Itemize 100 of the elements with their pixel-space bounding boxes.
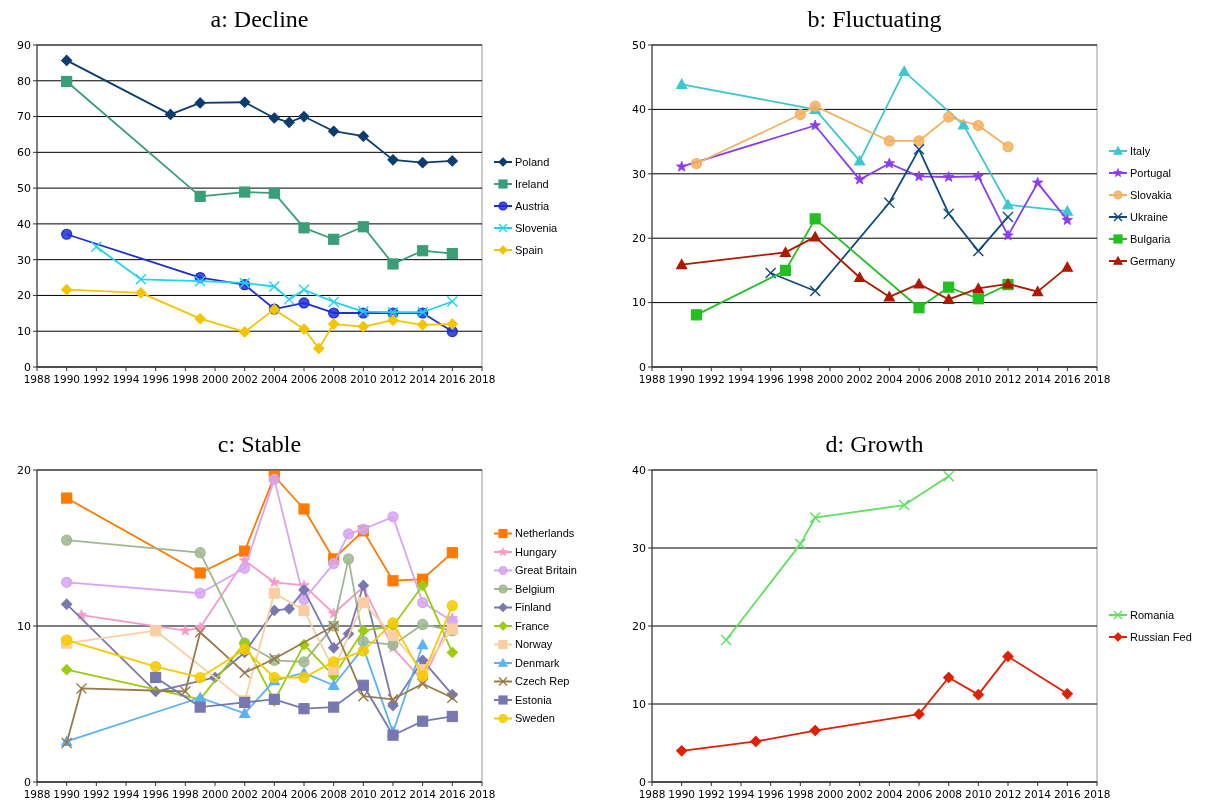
legend-label: Ukraine bbox=[1130, 210, 1168, 223]
y-tick-label: 10 bbox=[17, 619, 31, 633]
x-tick-label: 2018 bbox=[468, 788, 496, 800]
legend-label: Denmark bbox=[515, 656, 561, 669]
x-tick-label: 1990 bbox=[668, 788, 696, 800]
y-tick-label: 50 bbox=[17, 181, 31, 195]
x-tick-label: 2018 bbox=[1083, 788, 1111, 800]
y-tick-label: 30 bbox=[632, 167, 646, 181]
y-tick-label: 60 bbox=[17, 146, 31, 160]
legend-label: Estonia bbox=[515, 693, 553, 706]
legend-label: Austria bbox=[515, 199, 551, 212]
x-tick-label: 2000 bbox=[201, 788, 229, 800]
x-tick-label: 1994 bbox=[727, 788, 755, 800]
legend-label: Poland bbox=[515, 155, 550, 168]
x-tick-label: 1992 bbox=[82, 373, 110, 385]
legend-label: France bbox=[515, 619, 550, 632]
x-tick-label: 1988 bbox=[638, 373, 666, 385]
y-tick-label: 40 bbox=[632, 103, 646, 117]
y-tick-label: 50 bbox=[632, 38, 646, 52]
chart-title: a: Decline bbox=[210, 6, 309, 32]
y-tick-label: 40 bbox=[632, 463, 646, 477]
x-tick-label: 2002 bbox=[231, 788, 259, 800]
x-tick-label: 2008 bbox=[935, 373, 963, 385]
x-tick-label: 2004 bbox=[260, 373, 289, 385]
x-tick-label: 2008 bbox=[935, 788, 963, 800]
x-tick-label: 2010 bbox=[349, 788, 377, 800]
y-tick-label: 20 bbox=[632, 619, 646, 633]
y-tick-label: 20 bbox=[632, 232, 646, 246]
y-tick-label: 10 bbox=[632, 296, 646, 310]
x-tick-label: 2010 bbox=[964, 788, 992, 800]
legend-label: Finland bbox=[515, 601, 552, 614]
x-tick-label: 2016 bbox=[438, 373, 467, 385]
legend-label: Norway bbox=[515, 638, 553, 651]
y-tick-label: 80 bbox=[17, 74, 31, 88]
x-tick-label: 2000 bbox=[816, 788, 844, 800]
legend-label: Belgium bbox=[515, 582, 555, 595]
x-tick-label: 1988 bbox=[23, 373, 51, 385]
x-tick-label: 2006 bbox=[905, 788, 933, 800]
x-tick-label: 1990 bbox=[668, 373, 696, 385]
chart-title: c: Stable bbox=[217, 431, 302, 457]
x-tick-label: 2002 bbox=[846, 788, 874, 800]
x-tick-label: 2016 bbox=[1053, 788, 1082, 800]
x-tick-label: 1990 bbox=[53, 788, 81, 800]
legend-label: Bulgaria bbox=[1130, 232, 1172, 245]
chart-title: b: Fluctuating bbox=[807, 6, 942, 32]
x-tick-label: 2002 bbox=[846, 373, 874, 385]
x-tick-label: 1992 bbox=[697, 373, 725, 385]
y-tick-label: 10 bbox=[17, 325, 31, 339]
chart-title: d: Growth bbox=[825, 431, 924, 457]
y-tick-label: 0 bbox=[24, 360, 31, 374]
x-tick-label: 1988 bbox=[638, 788, 666, 800]
x-tick-label: 2016 bbox=[438, 788, 467, 800]
x-tick-label: 1994 bbox=[112, 373, 140, 385]
legend-label: Portugal bbox=[1130, 166, 1171, 179]
x-tick-label: 1994 bbox=[727, 373, 755, 385]
x-tick-label: 2016 bbox=[1053, 373, 1082, 385]
legend-label: Hungary bbox=[515, 545, 558, 558]
x-tick-label: 1992 bbox=[82, 788, 110, 800]
x-tick-label: 2018 bbox=[468, 373, 496, 385]
x-tick-label: 2008 bbox=[320, 788, 348, 800]
x-tick-label: 2006 bbox=[290, 788, 318, 800]
x-tick-label: 1998 bbox=[171, 373, 199, 385]
x-tick-label: 2004 bbox=[875, 373, 904, 385]
y-tick-label: 0 bbox=[24, 775, 31, 789]
legend-label: Ireland bbox=[515, 177, 549, 190]
x-tick-label: 1996 bbox=[757, 373, 785, 385]
x-tick-label: 1998 bbox=[786, 788, 814, 800]
x-tick-label: 1998 bbox=[171, 788, 199, 800]
x-tick-label: 1992 bbox=[697, 788, 725, 800]
x-tick-label: 2000 bbox=[201, 373, 229, 385]
x-tick-label: 2012 bbox=[379, 373, 407, 385]
y-tick-label: 70 bbox=[17, 110, 31, 124]
x-tick-label: 2014 bbox=[1024, 788, 1052, 800]
legend-label: Netherlands bbox=[515, 527, 575, 540]
x-tick-label: 2014 bbox=[409, 788, 437, 800]
legend-label: Italy bbox=[1130, 144, 1151, 157]
x-tick-label: 2000 bbox=[816, 373, 844, 385]
x-tick-label: 1996 bbox=[142, 788, 170, 800]
x-tick-label: 2008 bbox=[320, 373, 348, 385]
y-tick-label: 40 bbox=[17, 217, 31, 231]
x-tick-label: 2014 bbox=[409, 373, 437, 385]
x-tick-label: 2010 bbox=[349, 373, 377, 385]
x-tick-label: 2002 bbox=[231, 373, 259, 385]
y-tick-label: 0 bbox=[639, 360, 646, 374]
y-tick-label: 90 bbox=[17, 38, 31, 52]
y-tick-label: 10 bbox=[632, 697, 646, 711]
x-tick-label: 1996 bbox=[142, 373, 170, 385]
x-tick-label: 2006 bbox=[290, 373, 318, 385]
x-tick-label: 1996 bbox=[757, 788, 785, 800]
x-tick-label: 2004 bbox=[875, 788, 904, 800]
x-tick-label: 1994 bbox=[112, 788, 140, 800]
x-tick-label: 2014 bbox=[1024, 373, 1052, 385]
x-tick-label: 2006 bbox=[905, 373, 933, 385]
y-tick-label: 20 bbox=[17, 289, 31, 303]
x-tick-label: 2012 bbox=[994, 373, 1022, 385]
x-tick-label: 1988 bbox=[23, 788, 51, 800]
y-tick-label: 30 bbox=[632, 541, 646, 555]
x-tick-label: 2012 bbox=[379, 788, 407, 800]
x-tick-label: 2012 bbox=[994, 788, 1022, 800]
legend-label: Slovakia bbox=[1130, 188, 1173, 201]
